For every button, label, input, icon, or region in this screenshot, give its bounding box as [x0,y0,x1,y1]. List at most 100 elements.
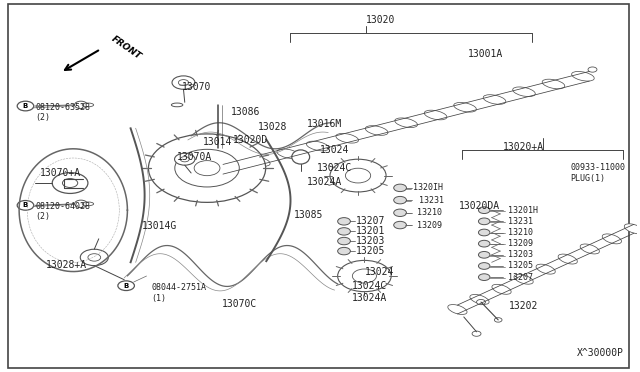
Text: 13210: 13210 [508,228,533,237]
Text: 13024: 13024 [320,145,349,154]
Ellipse shape [580,244,600,254]
Ellipse shape [365,126,388,135]
Circle shape [477,299,486,305]
Text: 13209: 13209 [417,221,442,230]
Circle shape [17,101,34,111]
Text: 13024A: 13024A [351,294,387,303]
Ellipse shape [454,102,476,112]
Circle shape [338,247,350,255]
Ellipse shape [470,295,489,304]
Circle shape [479,274,490,280]
Ellipse shape [514,274,533,284]
Circle shape [479,240,490,247]
Circle shape [74,101,87,109]
Ellipse shape [572,71,594,81]
Text: 13207: 13207 [355,217,385,226]
Ellipse shape [82,103,93,107]
Ellipse shape [558,254,577,264]
Text: 13020+A: 13020+A [503,142,545,152]
Text: X^30000P: X^30000P [577,348,623,357]
Ellipse shape [492,284,511,294]
Ellipse shape [395,118,417,128]
Circle shape [338,228,350,235]
Ellipse shape [307,141,329,151]
Circle shape [88,254,100,261]
Text: 13201: 13201 [355,227,385,236]
Circle shape [394,221,406,229]
Circle shape [494,318,502,322]
Ellipse shape [172,103,183,107]
Text: 13070C: 13070C [221,299,257,309]
Circle shape [52,173,88,193]
Text: 13020D: 13020D [232,135,268,144]
Circle shape [175,153,195,165]
Text: 13203: 13203 [508,250,533,259]
Circle shape [394,184,406,192]
Text: 13016M: 13016M [307,119,342,128]
Circle shape [17,201,34,210]
Circle shape [338,218,350,225]
Text: 13070: 13070 [182,83,211,92]
Circle shape [194,161,220,176]
Circle shape [118,281,134,291]
Ellipse shape [483,95,506,104]
Text: 13231: 13231 [419,196,444,205]
Circle shape [479,218,490,225]
Text: 13203: 13203 [355,236,385,246]
Text: 08120-64028
(2): 08120-64028 (2) [35,202,90,221]
Text: 13024C: 13024C [317,163,353,173]
Text: 13001A: 13001A [468,49,504,59]
Text: 00933-11000
PLUG(1): 00933-11000 PLUG(1) [570,163,625,183]
Circle shape [63,179,77,187]
Circle shape [479,207,490,214]
Circle shape [330,159,386,192]
Text: 13014: 13014 [203,137,232,147]
Circle shape [346,168,371,183]
Text: B: B [23,202,28,208]
Circle shape [180,157,189,162]
Text: 13070A: 13070A [177,152,212,162]
Circle shape [353,269,376,283]
Text: 13207: 13207 [508,273,533,282]
Ellipse shape [513,87,535,97]
Text: 13024C: 13024C [351,281,387,291]
Text: 13231: 13231 [508,217,533,226]
Text: 08044-2751A
(1): 08044-2751A (1) [152,283,207,303]
Text: 13086: 13086 [231,108,260,117]
Circle shape [472,331,481,336]
Circle shape [80,249,108,266]
Text: 13210: 13210 [417,208,442,217]
Text: 13205: 13205 [508,262,533,270]
Ellipse shape [536,264,556,274]
Circle shape [175,149,239,187]
Circle shape [588,67,597,72]
Text: FRONT: FRONT [109,34,143,61]
Circle shape [172,76,195,89]
Ellipse shape [542,79,564,89]
Circle shape [179,80,189,86]
Ellipse shape [602,234,621,244]
Text: 13020DA: 13020DA [459,202,500,211]
Text: B: B [124,283,129,289]
Text: 13202: 13202 [508,301,538,311]
Text: 13085: 13085 [294,210,324,220]
Ellipse shape [82,202,93,206]
Text: 13024A: 13024A [307,177,342,186]
Text: 13201H: 13201H [508,206,538,215]
Circle shape [148,134,266,202]
Ellipse shape [248,157,270,166]
Circle shape [479,229,490,236]
Text: B: B [23,103,28,109]
Ellipse shape [448,305,467,314]
Text: 13014G: 13014G [141,221,177,231]
Circle shape [338,237,350,245]
Circle shape [394,196,406,204]
Circle shape [338,260,391,292]
Text: 13209: 13209 [508,239,533,248]
Text: 13028+A: 13028+A [46,260,87,270]
Circle shape [479,251,490,258]
Circle shape [479,263,490,269]
Ellipse shape [624,224,640,234]
Circle shape [394,209,406,217]
Text: 08120-63528
(2): 08120-63528 (2) [35,103,90,122]
